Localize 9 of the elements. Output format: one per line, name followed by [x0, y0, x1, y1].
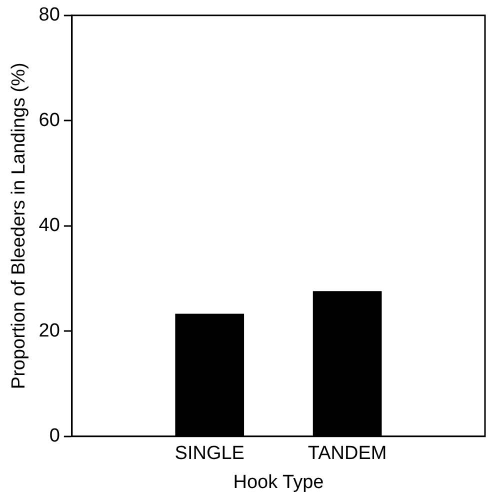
x-axis-title: Hook Type: [233, 472, 324, 493]
y-tick-label: 20: [38, 320, 60, 342]
y-tick-label: 40: [38, 215, 60, 236]
x-tick-label: TANDEM: [308, 443, 387, 464]
y-tick-label: 0: [49, 426, 60, 447]
y-axis-title: Proportion of Bleeders in Landings (%): [8, 62, 30, 390]
x-tick-label: SINGLE: [174, 443, 244, 464]
y-tick-label: 80: [38, 4, 60, 26]
y-tick-label: 60: [38, 110, 60, 131]
